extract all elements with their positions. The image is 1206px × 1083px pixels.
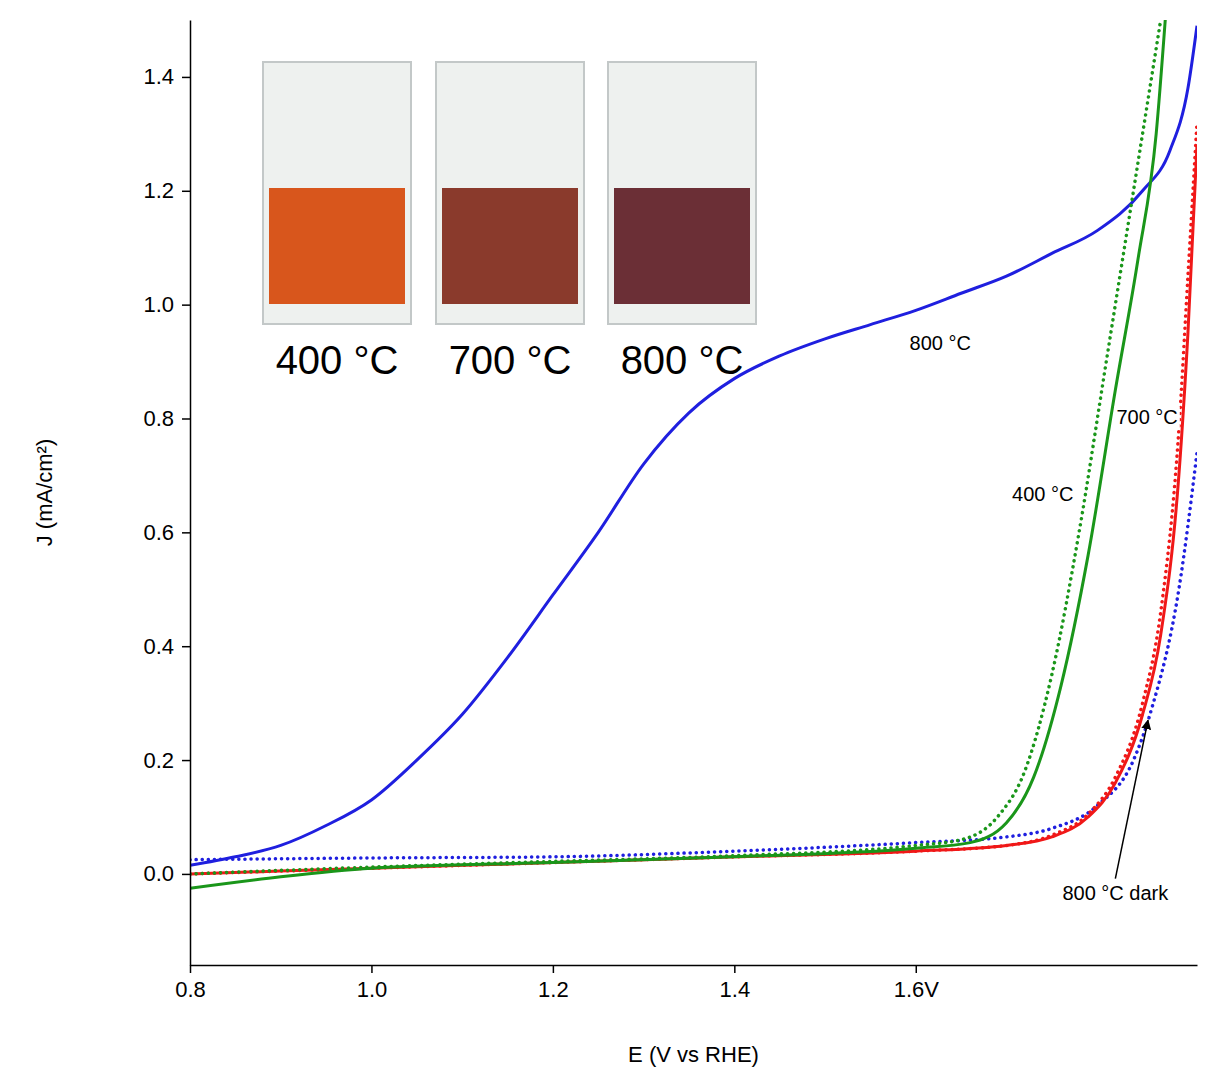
- annotation: 800 °C dark: [1060, 720, 1171, 903]
- y-tick-label: 1.4: [143, 64, 174, 89]
- annotation-arrow: [1115, 720, 1148, 878]
- sample-film: [269, 188, 405, 304]
- x-tick-label: 0.8: [175, 977, 206, 1002]
- y-tick: 1.2: [143, 178, 190, 203]
- plot-area: [190, 20, 1197, 888]
- inset-label: 800 °C: [621, 338, 744, 382]
- glass-slide: [608, 62, 756, 324]
- series-line: [190, 20, 1161, 874]
- inset-label: 400 °C: [276, 338, 399, 382]
- y-tick-mark: [182, 532, 190, 534]
- y-tick: 0.8: [143, 406, 190, 431]
- y-tick: 0.2: [143, 748, 190, 773]
- y-axis-line: [190, 21, 192, 966]
- y-tick-mark: [182, 191, 190, 193]
- x-tick: 0.8: [175, 965, 206, 1002]
- y-tick-label: 0.4: [143, 634, 174, 659]
- series-line: [190, 122, 1197, 873]
- glass-slide: [436, 62, 584, 324]
- x-tick-label: 1.2: [538, 977, 569, 1002]
- x-tick-mark: [553, 965, 555, 973]
- y-tick: 1.0: [143, 292, 190, 317]
- y-tick-label: 1.0: [143, 292, 174, 317]
- x-tick-label: 1.0: [357, 977, 388, 1002]
- y-tick: 1.4: [143, 64, 190, 89]
- label-patch: [908, 332, 973, 354]
- y-tick: 0.0: [143, 861, 190, 886]
- annotation-label: 800 °C: [910, 332, 971, 354]
- x-tick: 1.6V: [894, 965, 940, 1002]
- x-axis: 0.8 1.0 1.2 1.4 1.6V: [175, 965, 1197, 1002]
- y-tick-mark: [182, 760, 190, 762]
- label-patch: [1114, 406, 1179, 428]
- glass-slide: [263, 62, 411, 324]
- x-tick-mark: [371, 965, 373, 973]
- annotation-label: 700 °C: [1116, 406, 1177, 428]
- label-patch: [1060, 882, 1171, 904]
- y-axis: 0.0 0.2 0.4 0.6 0.8 1.0 1.2 1.4: [143, 21, 190, 966]
- x-tick-mark: [916, 965, 918, 973]
- x-axis-title: E (V vs RHE): [628, 1042, 759, 1067]
- annotation: 700 °C: [1114, 406, 1179, 428]
- x-tick: 1.0: [357, 965, 388, 1002]
- x-tick: 1.2: [538, 965, 569, 1002]
- y-tick: 0.4: [143, 634, 190, 659]
- annotations: 800 °C 700 °C 400 °C 800 °C dark: [908, 332, 1180, 903]
- sample-film: [614, 188, 750, 304]
- y-tick-mark: [182, 418, 190, 420]
- x-tick: 1.4: [720, 965, 751, 1002]
- y-tick-label: 0.8: [143, 406, 174, 431]
- y-tick-label: 0.2: [143, 748, 174, 773]
- y-axis-title: J (mA/cm²): [32, 439, 57, 547]
- series-line: [190, 453, 1197, 860]
- x-tick-mark: [734, 965, 736, 973]
- x-tick-mark: [190, 965, 192, 973]
- y-tick-mark: [182, 304, 190, 306]
- y-tick-label: 0.6: [143, 520, 174, 545]
- annotation: 400 °C: [1010, 483, 1075, 505]
- y-tick-mark: [182, 874, 190, 876]
- inset: 400 °C 700 °C 800 °C: [263, 62, 756, 382]
- y-tick: 0.6: [143, 520, 190, 545]
- y-tick-mark: [182, 77, 190, 79]
- series-line: [190, 20, 1165, 888]
- x-tick-label: 1.6V: [894, 977, 940, 1002]
- series-line: [190, 145, 1197, 874]
- x-tick-label: 1.4: [720, 977, 751, 1002]
- label-patch: [1010, 483, 1075, 505]
- x-axis-line: [191, 965, 1198, 967]
- y-tick-mark: [182, 646, 190, 648]
- y-tick-label: 0.0: [143, 861, 174, 886]
- annotation-label: 800 °C dark: [1062, 882, 1169, 904]
- chart: 400 °C 700 °C 800 °C 0.8 1.0 1.2 1.4 1.6V 0.0 0.2…: [0, 0, 1206, 1083]
- sample-film: [442, 188, 578, 304]
- y-tick-label: 1.2: [143, 178, 174, 203]
- annotation-label: 400 °C: [1012, 483, 1073, 505]
- inset-label: 700 °C: [449, 338, 572, 382]
- annotation: 800 °C: [908, 332, 973, 354]
